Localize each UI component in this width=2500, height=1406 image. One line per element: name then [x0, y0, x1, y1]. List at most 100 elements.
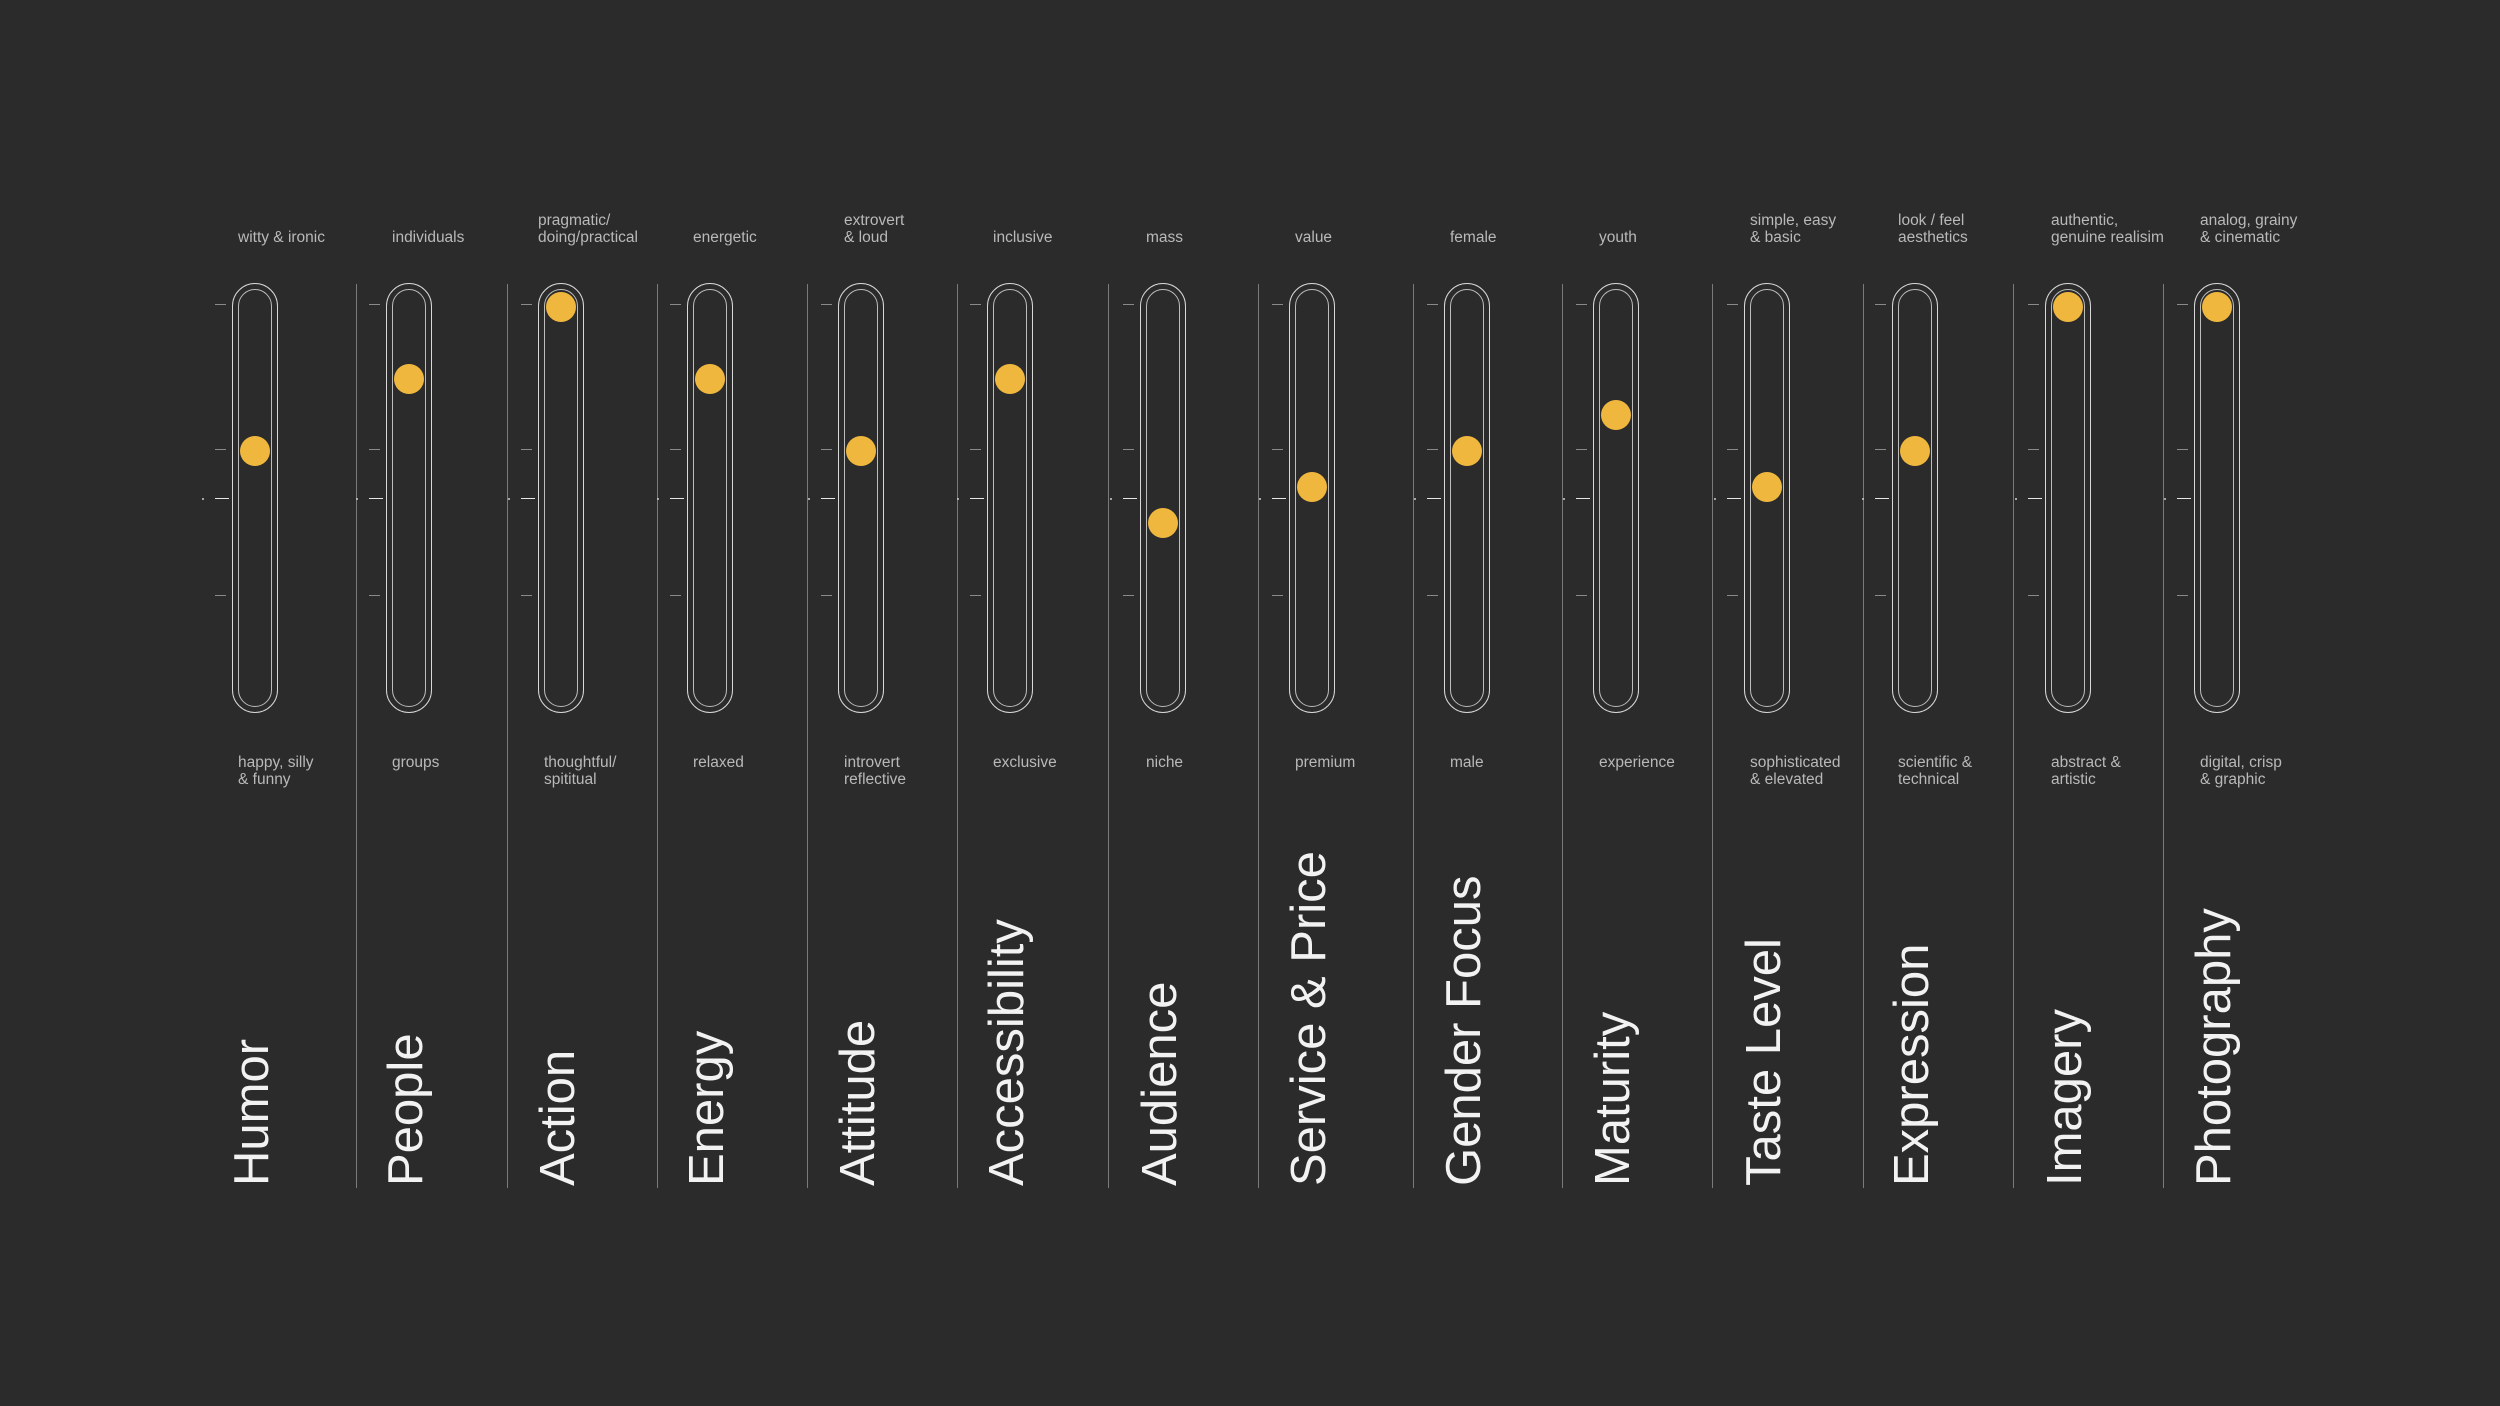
- scale-bottom-label: digital, crisp & graphic: [2200, 754, 2282, 788]
- slider-knob[interactable]: [394, 364, 424, 394]
- scale-tick: [970, 595, 981, 597]
- scale-top-label: female: [1450, 229, 1497, 246]
- scale-tick: [821, 304, 832, 306]
- scale-tick: [1427, 449, 1438, 451]
- column-divider: [356, 284, 357, 1188]
- midpoint-marker: [2015, 498, 2017, 500]
- scale-title: Photography: [2187, 908, 2241, 1186]
- column-divider: [957, 284, 958, 1188]
- scale-tick: [369, 595, 380, 597]
- slider-knob[interactable]: [695, 364, 725, 394]
- column-divider: [2163, 284, 2164, 1188]
- scale-tick: [1727, 498, 1741, 500]
- scale-tick: [821, 449, 832, 451]
- scale-tick: [670, 595, 681, 597]
- slider-track-5[interactable]: [987, 283, 1033, 713]
- scale-tick: [521, 304, 532, 306]
- scale-title: Service & Price: [1282, 851, 1336, 1186]
- slider-knob[interactable]: [1297, 472, 1327, 502]
- slider-track-7[interactable]: [1289, 283, 1335, 713]
- slider-knob[interactable]: [1752, 472, 1782, 502]
- slider-track-inner: [1295, 289, 1329, 707]
- slider-track-4[interactable]: [838, 283, 884, 713]
- scale-tick: [215, 304, 226, 306]
- scale-tick: [369, 498, 383, 500]
- slider-knob[interactable]: [1148, 508, 1178, 538]
- slider-track-inner: [1750, 289, 1784, 707]
- scale-tick: [1875, 498, 1889, 500]
- scale-tick: [1727, 449, 1738, 451]
- scale-bottom-label: relaxed: [693, 754, 744, 771]
- slider-track-13[interactable]: [2194, 283, 2240, 713]
- midpoint-marker: [508, 498, 510, 500]
- slider-knob[interactable]: [240, 436, 270, 466]
- slider-knob[interactable]: [846, 436, 876, 466]
- scale-bottom-label: groups: [392, 754, 440, 771]
- slider-track-6[interactable]: [1140, 283, 1186, 713]
- scale-title: Attitude: [831, 1019, 885, 1186]
- scale-tick: [1875, 304, 1886, 306]
- scale-bottom-label: scientific & technical: [1898, 754, 1973, 788]
- scale-tick: [821, 595, 832, 597]
- scale-tick: [1875, 449, 1886, 451]
- slider-track-0[interactable]: [232, 283, 278, 713]
- midpoint-marker: [356, 498, 358, 500]
- scale-bottom-label: sophisticated & elevated: [1750, 754, 1841, 788]
- scale-tick: [521, 498, 535, 500]
- column-divider: [1413, 284, 1414, 1188]
- column-divider: [1562, 284, 1563, 1188]
- slider-track-12[interactable]: [2045, 283, 2091, 713]
- slider-knob[interactable]: [1900, 436, 1930, 466]
- midpoint-marker: [202, 498, 204, 500]
- scale-tick: [1272, 304, 1283, 306]
- midpoint-marker: [1714, 498, 1716, 500]
- scale-top-label: mass: [1146, 229, 1184, 246]
- column-divider: [1712, 284, 1713, 1188]
- scale-tick: [1727, 595, 1738, 597]
- slider-track-3[interactable]: [687, 283, 733, 713]
- scale-tick: [1427, 595, 1438, 597]
- slider-knob[interactable]: [2202, 292, 2232, 322]
- slider-knob[interactable]: [1601, 400, 1631, 430]
- slider-track-inner: [1898, 289, 1932, 707]
- slider-track-inner: [544, 289, 578, 707]
- scale-tick: [970, 449, 981, 451]
- midpoint-marker: [1110, 498, 1112, 500]
- scale-bottom-label: introvert reflective: [844, 754, 907, 788]
- scale-tick: [670, 449, 681, 451]
- midpoint-marker: [657, 498, 659, 500]
- scale-tick: [1123, 498, 1137, 500]
- slider-knob[interactable]: [546, 292, 576, 322]
- slider-track-8[interactable]: [1444, 283, 1490, 713]
- slider-track-inner: [1146, 289, 1180, 707]
- scale-tick: [1727, 304, 1738, 306]
- scale-tick: [1123, 304, 1134, 306]
- scale-tick: [2177, 498, 2191, 500]
- slider-track-11[interactable]: [1892, 283, 1938, 713]
- scale-bottom-label: niche: [1146, 754, 1184, 771]
- scale-tick: [521, 595, 532, 597]
- midpoint-marker: [1259, 498, 1261, 500]
- scale-tick: [1272, 595, 1283, 597]
- slider-track-9[interactable]: [1593, 283, 1639, 713]
- scale-top-label: analog, grainy & cinematic: [2200, 212, 2298, 246]
- slider-knob[interactable]: [995, 364, 1025, 394]
- slider-track-1[interactable]: [386, 283, 432, 713]
- scale-tick: [2028, 449, 2039, 451]
- slider-track-2[interactable]: [538, 283, 584, 713]
- scale-title: Audience: [1133, 981, 1187, 1186]
- midpoint-marker: [1563, 498, 1565, 500]
- scale-tick: [215, 449, 226, 451]
- slider-knob[interactable]: [2053, 292, 2083, 322]
- scale-tick: [970, 498, 984, 500]
- slider-track-inner: [693, 289, 727, 707]
- column-divider: [807, 284, 808, 1188]
- scale-tick: [2028, 595, 2039, 597]
- column-divider: [1863, 284, 1864, 1188]
- slider-track-10[interactable]: [1744, 283, 1790, 713]
- scale-tick: [1427, 498, 1441, 500]
- slider-knob[interactable]: [1452, 436, 1482, 466]
- scale-tick: [821, 498, 835, 500]
- midpoint-marker: [1862, 498, 1864, 500]
- scale-top-label: look / feel aesthetics: [1898, 212, 1968, 246]
